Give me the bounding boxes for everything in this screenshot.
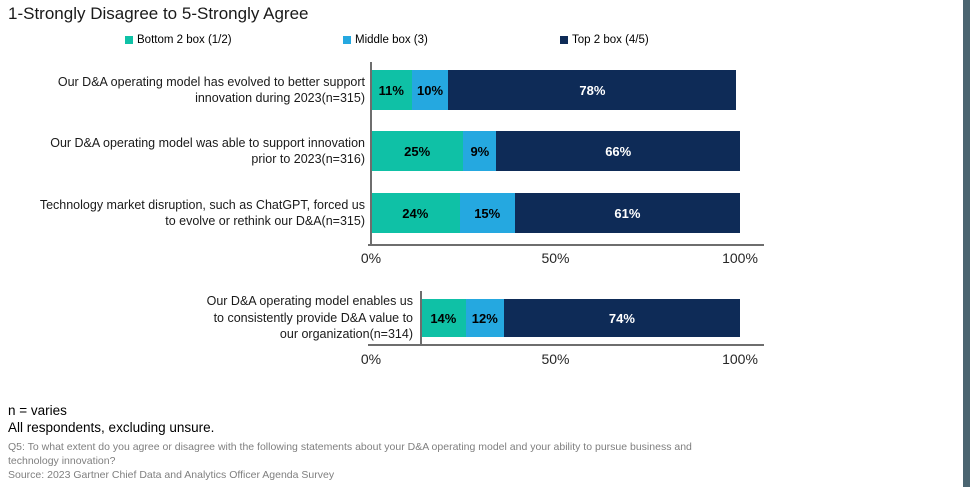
bar-segment: 78% xyxy=(448,70,737,110)
x-tick-label: 100% xyxy=(722,351,758,367)
category-label: Technology market disruption, such as Ch… xyxy=(0,188,365,238)
category-label: Our D&A operating model enables us to co… xyxy=(0,294,413,342)
bar-segment: 66% xyxy=(496,131,740,171)
category-label: Our D&A operating model was able to supp… xyxy=(0,126,365,176)
footnote-respondents: All respondents, excluding unsure. xyxy=(8,420,215,435)
bar-row: 14% 12% 74% xyxy=(421,299,740,337)
bar-segment: 24% xyxy=(371,193,460,233)
category-label-text: Our D&A operating model was able to supp… xyxy=(50,135,365,167)
bar-row: 25% 9% 66% xyxy=(371,131,740,171)
footnote-n-varies: n = varies xyxy=(8,403,67,418)
bar-row: 24% 15% 61% xyxy=(371,193,740,233)
legend-item: Middle box (3) xyxy=(343,33,428,47)
right-edge-stripe xyxy=(963,0,970,487)
x-tick-label: 0% xyxy=(360,250,382,266)
category-label-text: Our D&A operating model has evolved to b… xyxy=(57,74,365,106)
legend-item: Bottom 2 box (1/2) xyxy=(125,33,232,47)
legend-label: Bottom 2 box (1/2) xyxy=(137,34,232,46)
category-label: Our D&A operating model has evolved to b… xyxy=(0,65,365,115)
x-tick-label: 50% xyxy=(541,351,570,367)
category-label-text: Our D&A operating model enables us to co… xyxy=(206,294,413,342)
y-axis-line xyxy=(420,291,422,346)
x-axis-line xyxy=(368,244,764,246)
x-tick-label: 100% xyxy=(722,250,758,266)
chart-title: 1-Strongly Disagree to 5-Strongly Agree xyxy=(8,4,309,23)
legend-swatch-icon xyxy=(343,36,351,44)
bar-row: 11% 10% 78% xyxy=(371,70,737,110)
bar-segment: 74% xyxy=(503,299,740,337)
bar-segment: 12% xyxy=(465,299,504,337)
x-tick-label: 0% xyxy=(360,351,382,367)
bar-segment: 61% xyxy=(514,193,740,233)
legend-swatch-icon xyxy=(560,36,568,44)
legend-label: Top 2 box (4/5) xyxy=(572,34,649,46)
footnote-source: Source: 2023 Gartner Chief Data and Anal… xyxy=(8,469,335,481)
y-axis-line xyxy=(370,62,372,246)
x-axis-line xyxy=(368,344,764,346)
bar-segment: 10% xyxy=(411,70,449,110)
bar-segment: 25% xyxy=(371,131,464,171)
legend-swatch-icon xyxy=(125,36,133,44)
legend-label: Middle box (3) xyxy=(355,34,428,46)
footnote-question: Q5: To what extent do you agree or disag… xyxy=(8,441,692,467)
bar-segment: 9% xyxy=(463,131,497,171)
bar-segment: 11% xyxy=(371,70,412,110)
x-tick-label: 50% xyxy=(541,250,570,266)
legend-item: Top 2 box (4/5) xyxy=(560,33,649,47)
bar-segment: 15% xyxy=(459,193,515,233)
bar-segment: 14% xyxy=(421,299,466,337)
category-label-text: Technology market disruption, such as Ch… xyxy=(39,197,365,229)
